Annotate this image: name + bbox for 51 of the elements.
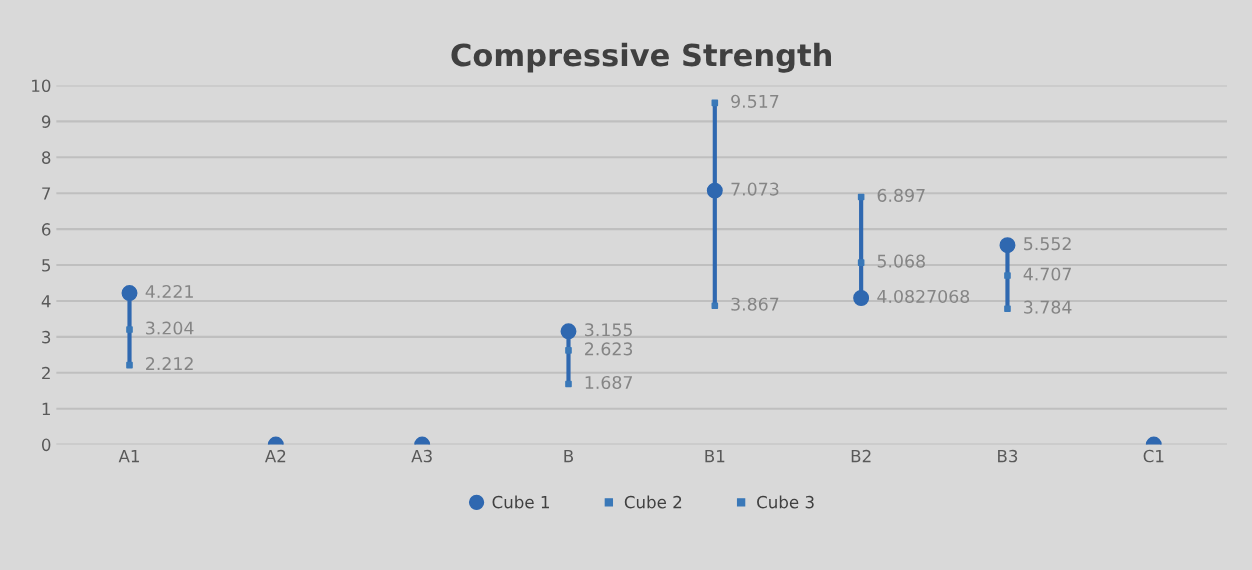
y-tick-label: 5	[42, 259, 51, 272]
point	[999, 237, 1016, 254]
y-tick-label: 10	[32, 79, 51, 93]
point	[121, 285, 138, 302]
data-label: 4.0827068	[877, 289, 970, 304]
x-tick-label: A1	[118, 449, 139, 463]
data-label: 3.155	[585, 323, 632, 337]
point	[711, 302, 719, 310]
x-tick-label: A3	[411, 449, 432, 463]
data-label: 5.068	[877, 254, 925, 268]
y-tick-label: 7	[42, 187, 51, 200]
data-label: 6.897	[877, 188, 925, 202]
y-tick-label: 8	[42, 151, 51, 164]
x-tick-label: B1	[705, 449, 725, 463]
x-tick-label: B3	[998, 449, 1018, 463]
data-label: 4.707	[1023, 267, 1071, 281]
point	[126, 361, 133, 369]
y-tick-label: 3	[42, 330, 51, 344]
data-label: 9.517	[731, 94, 779, 108]
x-tick-label: B2	[851, 449, 871, 463]
point	[565, 347, 572, 354]
point	[853, 290, 870, 306]
point	[1004, 305, 1011, 313]
y-tick-label: 1	[42, 402, 50, 416]
y-tick-label: 6	[42, 223, 51, 236]
data-label: 3.784	[1024, 300, 1072, 314]
x-tick-label: B	[564, 449, 574, 463]
legend-label: Cube 2	[624, 495, 682, 509]
y-tick-label: 0	[41, 438, 51, 452]
y-tick-label: 9	[41, 115, 51, 128]
y-tick-label: 2	[42, 366, 50, 380]
point	[857, 259, 865, 266]
legend-label: Cube 1	[492, 495, 549, 509]
point	[560, 323, 577, 340]
point	[1004, 272, 1011, 279]
y-tick-label: 4	[41, 295, 51, 308]
data-label: 3.204	[146, 321, 194, 335]
point	[565, 380, 572, 388]
data-label: 5.552	[1024, 237, 1071, 251]
x-tick-label: A2	[264, 449, 286, 463]
data-label: 3.867	[731, 297, 779, 311]
data-label: 2.212	[146, 357, 193, 370]
legend-label: Cube 3	[757, 495, 814, 509]
chart-title: Compressive Strength	[451, 42, 831, 73]
data-label: 4.221	[145, 284, 193, 298]
point	[126, 326, 133, 333]
data-label: 2.623	[585, 342, 633, 356]
data-label: 1.687	[585, 375, 632, 390]
x-tick-label: C1	[1143, 449, 1164, 463]
point	[706, 182, 723, 199]
data-label: 7.073	[731, 182, 779, 196]
